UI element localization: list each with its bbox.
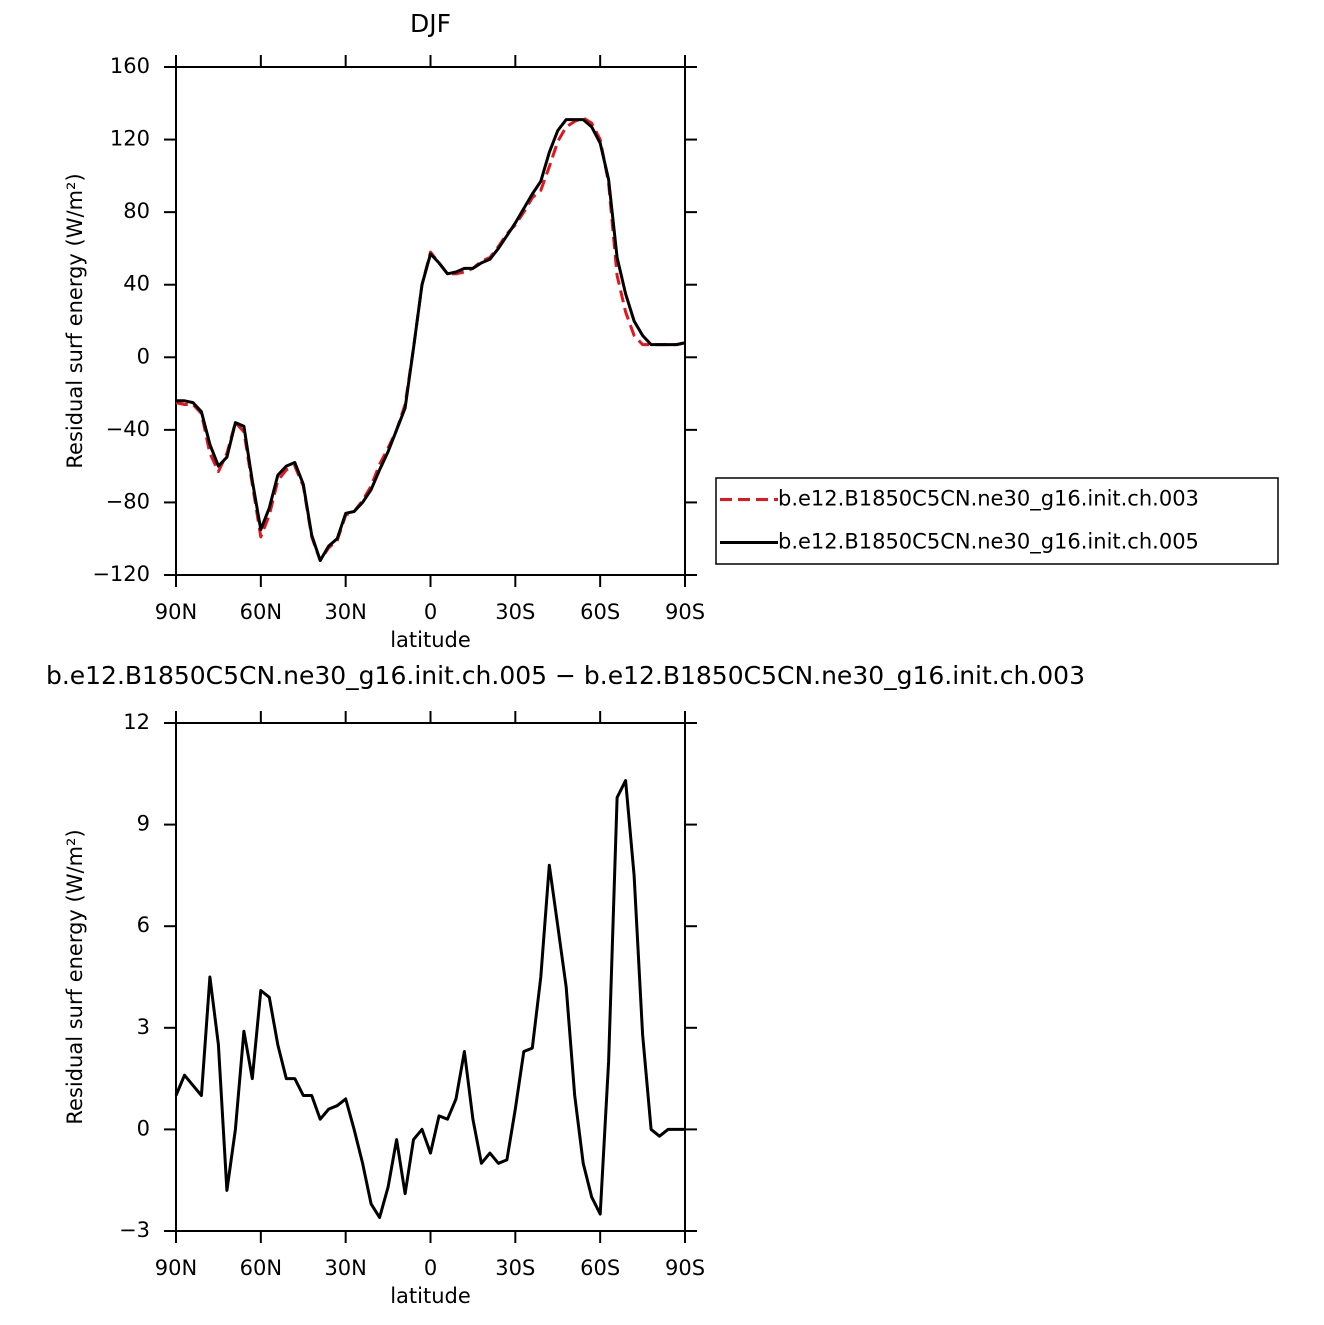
series-line [175,116,686,562]
x-tick-label: 90S [665,1256,705,1280]
x-tick-label: 60S [580,1256,620,1280]
y-tick-label: 40 [123,272,150,296]
y-tick-label: 9 [137,812,150,836]
x-tick-label: 0 [424,1256,437,1280]
legend-label: b.e12.B1850C5CN.ne30_g16.init.ch.003 [778,487,1199,512]
x-tick-label: 90N [155,1256,197,1280]
chart-title: b.e12.B1850C5CN.ne30_g16.init.ch.005 − b… [46,661,1085,690]
x-tick-label: 30N [324,600,366,624]
y-tick-label: 12 [123,710,150,734]
x-axis-label: latitude [390,628,471,652]
y-tick-label: 80 [123,199,150,223]
x-tick-label: 30N [324,1256,366,1280]
x-tick-label: 60S [580,600,620,624]
x-tick-label: 0 [424,600,437,624]
x-axis-label: latitude [390,1284,471,1308]
x-tick-label: 60N [240,600,282,624]
legend-box [715,477,1279,565]
chart-title: DJF [410,9,451,38]
legend-label: b.e12.B1850C5CN.ne30_g16.init.ch.005 [778,530,1199,555]
y-tick-label: 160 [110,54,150,78]
x-tick-label: 30S [495,1256,535,1280]
x-tick-label: 30S [495,600,535,624]
y-tick-label: 6 [137,913,150,937]
series-line [176,118,686,562]
plot-frame [175,722,686,1232]
y-tick-label: 3 [137,1015,150,1039]
y-tick-label: 0 [137,1116,150,1140]
y-tick-label: 0 [137,344,150,368]
x-tick-label: 90S [665,600,705,624]
y-tick-label: −40 [106,417,150,441]
y-axis-label: Residual surf energy (W/m²) [63,829,87,1124]
x-tick-label: 60N [240,1256,282,1280]
series-line [174,779,685,1219]
y-tick-label: −3 [119,1218,150,1242]
y-tick-label: 120 [110,127,150,151]
x-tick-label: 90N [155,600,197,624]
y-tick-label: −120 [92,562,150,586]
y-tick-label: −80 [106,489,150,513]
y-axis-label: Residual surf energy (W/m²) [63,173,87,468]
plot-frame [175,66,686,576]
